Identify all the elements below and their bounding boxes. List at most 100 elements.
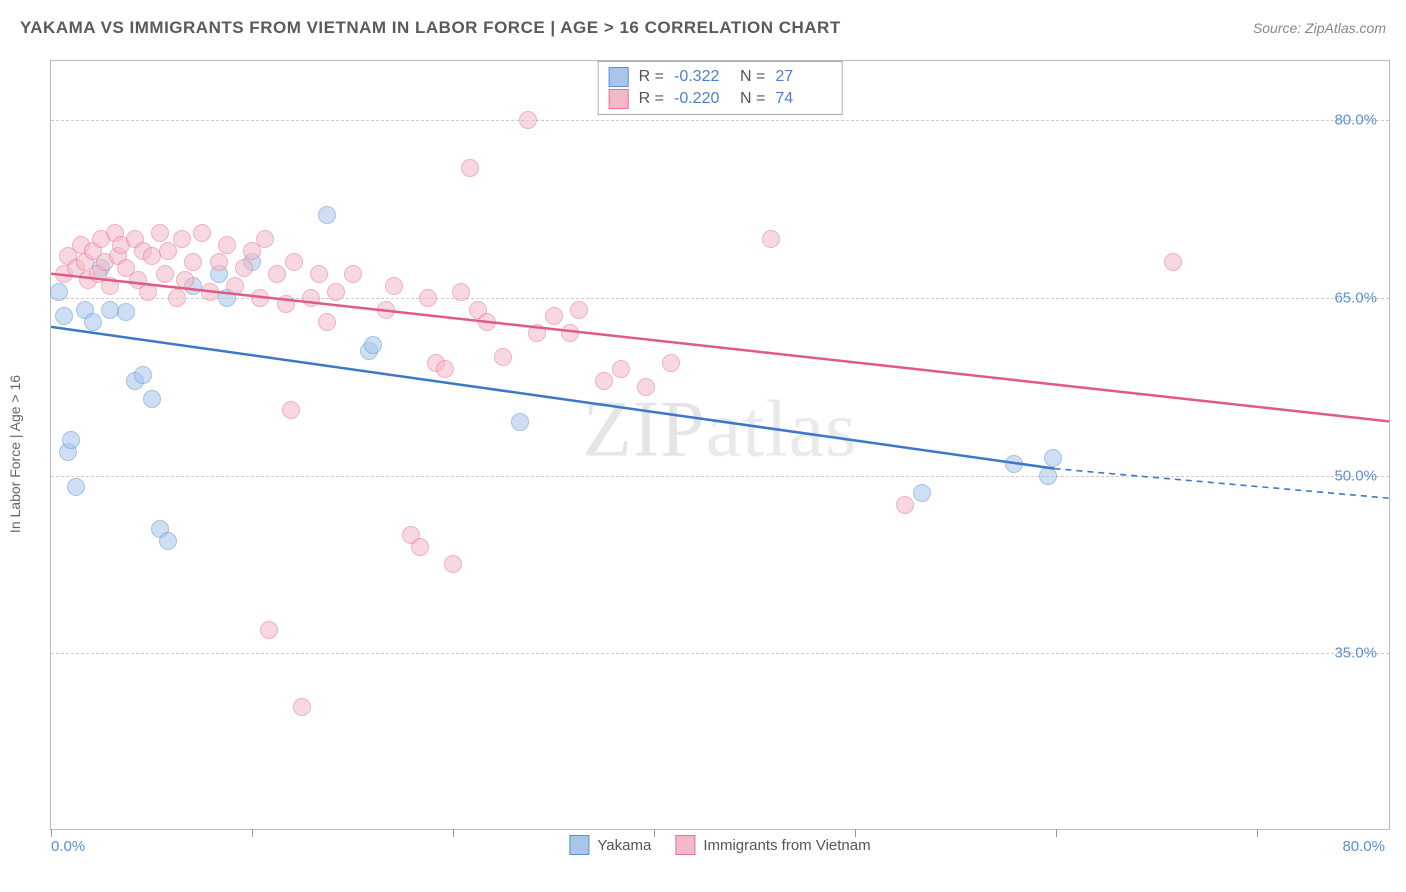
- x-tick: [453, 829, 454, 837]
- data-point: [364, 336, 382, 354]
- data-point: [511, 413, 529, 431]
- data-point: [344, 265, 362, 283]
- n-value: 27: [775, 68, 831, 86]
- data-point: [285, 253, 303, 271]
- x-tick: [51, 829, 52, 837]
- r-value: -0.322: [674, 68, 730, 86]
- data-point: [260, 621, 278, 639]
- data-point: [762, 230, 780, 248]
- x-axis-max-label: 80.0%: [1342, 838, 1385, 855]
- data-point: [50, 283, 68, 301]
- data-point: [55, 307, 73, 325]
- r-value: -0.220: [674, 90, 730, 108]
- data-point: [193, 224, 211, 242]
- data-point: [461, 159, 479, 177]
- gridline-h: [51, 653, 1389, 654]
- data-point: [444, 555, 462, 573]
- n-label: N =: [740, 90, 765, 108]
- data-point: [173, 230, 191, 248]
- data-point: [143, 247, 161, 265]
- data-point: [168, 289, 186, 307]
- data-point: [139, 283, 157, 301]
- data-point: [218, 236, 236, 254]
- data-point: [134, 366, 152, 384]
- data-point: [528, 324, 546, 342]
- data-point: [561, 324, 579, 342]
- data-point: [545, 307, 563, 325]
- correlation-stat-legend: R = -0.322 N = 27 R = -0.220 N = 74: [598, 61, 843, 115]
- data-point: [318, 206, 336, 224]
- y-axis-label: In Labor Force | Age > 16: [7, 375, 23, 533]
- data-point: [327, 283, 345, 301]
- data-point: [226, 277, 244, 295]
- legend-swatch: [569, 835, 589, 855]
- data-point: [156, 265, 174, 283]
- data-point: [210, 253, 228, 271]
- data-point: [612, 360, 630, 378]
- y-tick-label: 65.0%: [1334, 289, 1377, 306]
- legend-label: Immigrants from Vietnam: [703, 837, 870, 854]
- data-point: [310, 265, 328, 283]
- chart-header: YAKAMA VS IMMIGRANTS FROM VIETNAM IN LAB…: [0, 0, 1406, 48]
- data-point: [101, 301, 119, 319]
- legend-label: Yakama: [597, 837, 651, 854]
- legend-swatch: [609, 89, 629, 109]
- data-point: [1164, 253, 1182, 271]
- data-point: [67, 478, 85, 496]
- data-point: [302, 289, 320, 307]
- data-point: [478, 313, 496, 331]
- data-point: [1005, 455, 1023, 473]
- data-point: [62, 431, 80, 449]
- y-tick-label: 35.0%: [1334, 645, 1377, 662]
- y-tick-label: 80.0%: [1334, 112, 1377, 129]
- y-tick-label: 50.0%: [1334, 467, 1377, 484]
- data-point: [1039, 467, 1057, 485]
- legend-swatch: [675, 835, 695, 855]
- x-tick: [1056, 829, 1057, 837]
- data-point: [251, 289, 269, 307]
- data-point: [494, 348, 512, 366]
- data-point: [519, 111, 537, 129]
- data-point: [1044, 449, 1062, 467]
- data-point: [411, 538, 429, 556]
- r-label: R =: [639, 68, 664, 86]
- stat-legend-row: R = -0.220 N = 74: [609, 88, 832, 110]
- data-point: [282, 401, 300, 419]
- n-value: 74: [775, 90, 831, 108]
- data-point: [385, 277, 403, 295]
- data-point: [318, 313, 336, 331]
- x-tick: [252, 829, 253, 837]
- data-point: [570, 301, 588, 319]
- plot-layer: 35.0% 50.0% 65.0% 80.0%: [51, 61, 1389, 829]
- x-axis-min-label: 0.0%: [51, 838, 85, 855]
- data-point: [117, 303, 135, 321]
- data-point: [256, 230, 274, 248]
- data-point: [184, 253, 202, 271]
- data-point: [419, 289, 437, 307]
- data-point: [277, 295, 295, 313]
- chart-source: Source: ZipAtlas.com: [1253, 20, 1386, 36]
- x-tick: [1257, 829, 1258, 837]
- data-point: [377, 301, 395, 319]
- data-point: [151, 224, 169, 242]
- chart-title: YAKAMA VS IMMIGRANTS FROM VIETNAM IN LAB…: [20, 18, 841, 38]
- chart-plot-area: ZIPatlas 35.0%50.0%65.0%80.0% R =-0.322N…: [50, 60, 1390, 830]
- series-legend: Yakama Immigrants from Vietnam: [569, 835, 870, 855]
- data-point: [913, 484, 931, 502]
- data-point: [235, 259, 253, 277]
- legend-item: Yakama: [569, 835, 651, 855]
- stat-legend-row: R = -0.322 N = 27: [609, 66, 832, 88]
- data-point: [896, 496, 914, 514]
- n-label: N =: [740, 68, 765, 86]
- data-point: [143, 390, 161, 408]
- legend-item: Immigrants from Vietnam: [675, 835, 870, 855]
- legend-swatch: [609, 67, 629, 87]
- data-point: [662, 354, 680, 372]
- data-point: [452, 283, 470, 301]
- data-point: [201, 283, 219, 301]
- data-point: [268, 265, 286, 283]
- r-label: R =: [639, 90, 664, 108]
- data-point: [595, 372, 613, 390]
- data-point: [436, 360, 454, 378]
- data-point: [159, 532, 177, 550]
